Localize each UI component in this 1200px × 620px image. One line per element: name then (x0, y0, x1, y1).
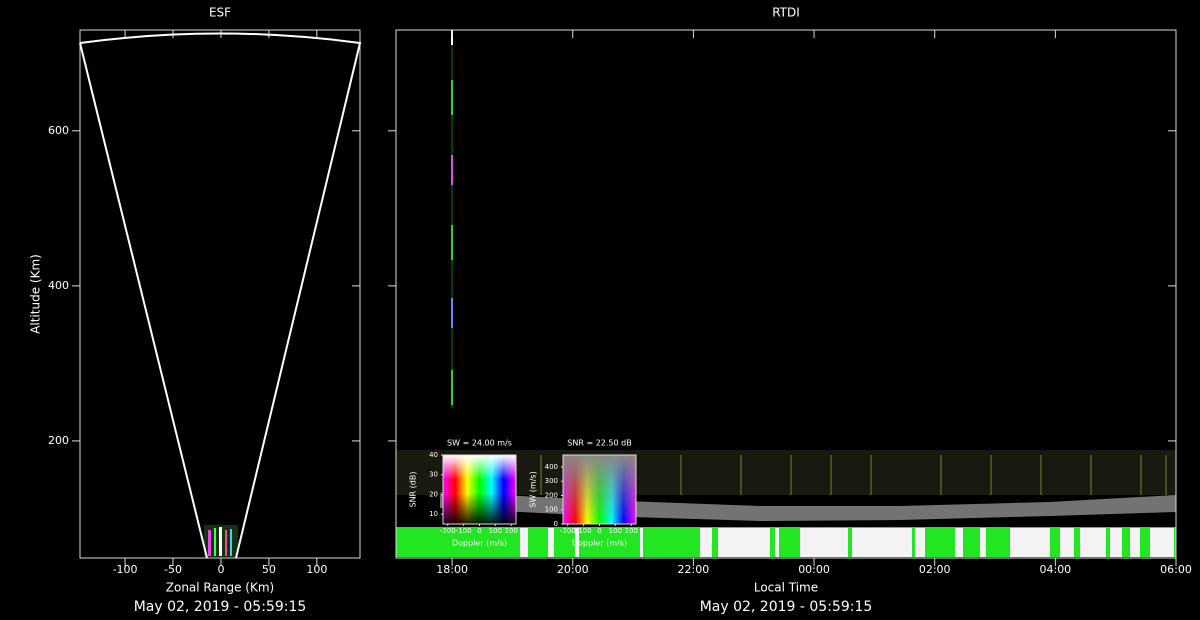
y-axis-label: SNR (dB) (409, 472, 418, 508)
echo (225, 530, 227, 556)
echo (740, 455, 742, 495)
x-tick-label: -50 (164, 563, 182, 576)
echo (520, 528, 528, 557)
chart-title: RTDI (772, 6, 800, 20)
x-axis-label: Doppler (m/s) (572, 539, 627, 548)
echo-streak (451, 80, 453, 115)
x-tick-label: -100 (113, 563, 138, 576)
x-tick-label: 100 (306, 563, 327, 576)
echo-streak (451, 370, 453, 405)
echo (852, 528, 912, 557)
x-tick-label: -200 (440, 527, 456, 535)
axes-frame (79, 29, 361, 559)
y-tick-label: 0 (554, 520, 558, 528)
y-tick-label: 40 (429, 451, 438, 459)
x-tick-label: -100 (576, 527, 592, 535)
echo (915, 528, 925, 557)
esf-echo (204, 525, 238, 557)
echo (775, 528, 779, 557)
x-tick-label: 50 (262, 563, 276, 576)
echo (1110, 528, 1122, 557)
y-tick-label: 20 (429, 490, 438, 498)
x-tick-label: -100 (456, 527, 472, 535)
x-tick-label: 22:00 (678, 563, 710, 576)
echo (214, 528, 216, 556)
inset-title: SNR = 22.50 dB (567, 439, 631, 448)
echo (700, 528, 712, 557)
timestamp: May 02, 2019 - 05:59:15 (700, 599, 873, 615)
x-axis-label: Zonal Range (Km) (166, 581, 274, 595)
y-axis-label: Altitude (Km) (29, 254, 43, 334)
colorbar-shade (443, 455, 516, 524)
y-tick-label: 10 (429, 510, 438, 518)
timestamp: May 02, 2019 - 05:59:15 (134, 599, 307, 615)
echo (870, 455, 872, 495)
fan-outline (79, 32, 362, 559)
y-tick-label: 30 (429, 471, 438, 479)
x-axis-label: Local Time (754, 581, 818, 595)
echo (680, 455, 682, 495)
x-tick-label: 18:00 (436, 563, 468, 576)
x-tick-label: 0 (597, 527, 601, 535)
echo (1130, 528, 1140, 557)
echo (1080, 528, 1106, 557)
echo (1010, 528, 1050, 557)
echo (548, 528, 554, 557)
echo (219, 527, 222, 556)
echo (940, 455, 942, 495)
echo (1150, 528, 1174, 557)
x-tick-label: 04:00 (1039, 563, 1071, 576)
echo (955, 528, 963, 557)
echo (230, 529, 232, 556)
x-axis-label: Doppler (m/s) (452, 539, 507, 548)
echo (790, 455, 792, 495)
y-axis-label: SW (m/s) (529, 471, 538, 507)
echo (208, 530, 211, 556)
echo-haze (396, 450, 1176, 495)
x-tick-label: 20:00 (557, 563, 589, 576)
echo (640, 528, 643, 557)
y-tick-label: 300 (545, 477, 558, 485)
echo (1090, 455, 1092, 495)
echo (1165, 455, 1167, 495)
chart-title: ESF (209, 6, 231, 20)
colorbar-shade (563, 455, 636, 524)
echo (990, 455, 992, 495)
echo (540, 455, 542, 495)
echo (575, 528, 579, 557)
echo (1140, 455, 1142, 495)
echo-layer (204, 30, 1176, 557)
x-tick-label: -200 (560, 527, 576, 535)
echo (830, 455, 832, 495)
y-tick-label: 400 (48, 279, 69, 292)
inset-title: SW = 24.00 m/s (447, 439, 512, 448)
y-tick-label: 200 (48, 434, 69, 447)
y-tick-label: 100 (545, 506, 558, 514)
y-tick-label: 200 (545, 491, 558, 499)
echo-streak (451, 155, 453, 185)
x-tick-label: 200 (625, 527, 638, 535)
echo-streak (451, 225, 453, 260)
echo (980, 528, 986, 557)
axes-frame (395, 29, 1177, 559)
x-tick-label: 06:00 (1160, 563, 1192, 576)
echo (1040, 455, 1042, 495)
x-tick-label: 100 (609, 527, 622, 535)
x-tick-label: 02:00 (919, 563, 951, 576)
y-tick-label: 600 (48, 124, 69, 137)
echo (800, 528, 848, 557)
x-tick-label: 00:00 (798, 563, 830, 576)
echo-streak (451, 298, 453, 328)
x-tick-label: 100 (489, 527, 502, 535)
y-tick-label: 400 (545, 463, 558, 471)
echo (718, 528, 770, 557)
x-tick-label: 200 (505, 527, 518, 535)
echo (1060, 528, 1074, 557)
x-tick-label: 0 (217, 563, 224, 576)
echo-streak (451, 30, 453, 408)
x-tick-label: 0 (477, 527, 481, 535)
